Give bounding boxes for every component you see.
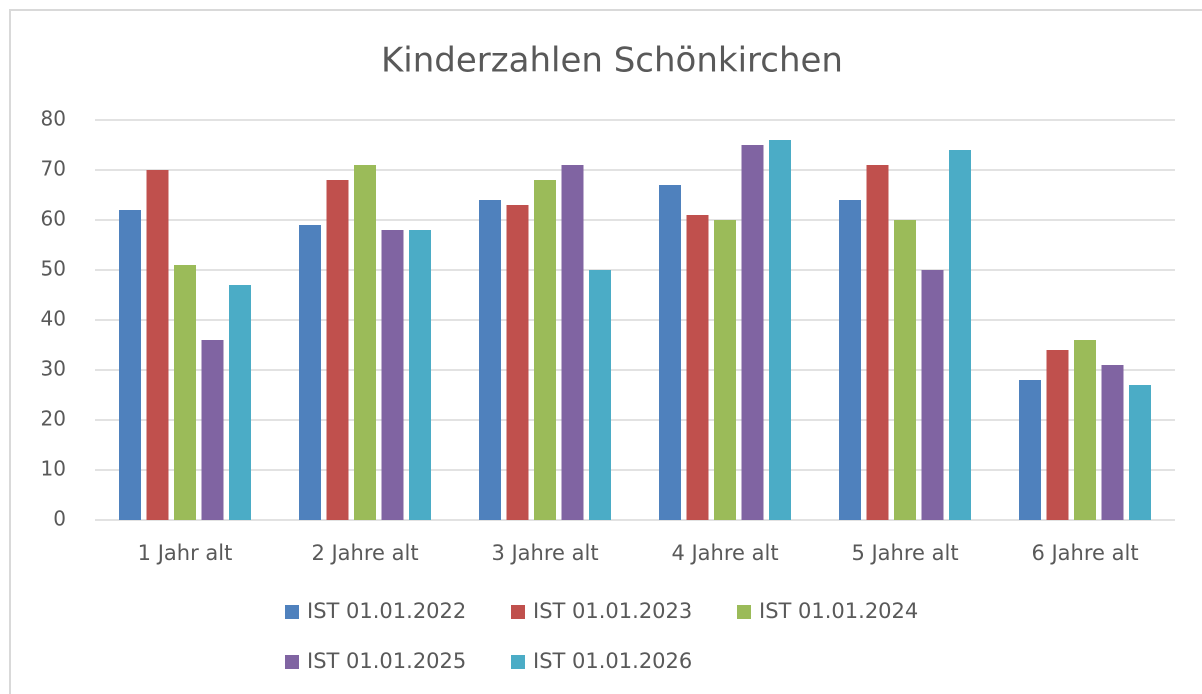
y-tick-label: 0 bbox=[53, 507, 66, 531]
legend-label: IST 01.01.2022 bbox=[307, 599, 466, 623]
bar bbox=[589, 270, 611, 520]
bar bbox=[921, 270, 944, 520]
legend-label: IST 01.01.2025 bbox=[307, 649, 466, 673]
bar bbox=[174, 265, 196, 520]
bar bbox=[1129, 385, 1151, 520]
bar bbox=[229, 285, 251, 520]
bar bbox=[1046, 350, 1069, 520]
y-tick-label: 40 bbox=[41, 307, 66, 331]
x-tick-label: 5 Jahre alt bbox=[851, 541, 958, 565]
y-tick-label: 20 bbox=[41, 407, 66, 431]
bar bbox=[769, 140, 791, 520]
bar bbox=[866, 165, 889, 520]
bar bbox=[1019, 380, 1041, 520]
x-tick-label: 3 Jahre alt bbox=[491, 541, 598, 565]
bar bbox=[201, 340, 224, 520]
bar bbox=[1074, 340, 1096, 520]
x-tick-label: 6 Jahre alt bbox=[1031, 541, 1138, 565]
x-tick-label: 2 Jahre alt bbox=[311, 541, 418, 565]
x-tick-label: 4 Jahre alt bbox=[671, 541, 778, 565]
legend-label: IST 01.01.2024 bbox=[759, 599, 918, 623]
bar bbox=[949, 150, 971, 520]
legend-label: IST 01.01.2023 bbox=[533, 599, 692, 623]
y-tick-label: 50 bbox=[41, 257, 66, 281]
legend-swatch bbox=[511, 655, 525, 669]
y-tick-label: 30 bbox=[41, 357, 66, 381]
bar bbox=[839, 200, 861, 520]
y-tick-label: 70 bbox=[41, 157, 66, 181]
legend-label: IST 01.01.2026 bbox=[533, 649, 692, 673]
bar bbox=[506, 205, 529, 520]
bar bbox=[479, 200, 501, 520]
bar bbox=[659, 185, 681, 520]
bar bbox=[381, 230, 404, 520]
bar bbox=[299, 225, 321, 520]
legend-swatch bbox=[285, 605, 299, 619]
bar bbox=[686, 215, 709, 520]
bar bbox=[146, 170, 169, 520]
bar bbox=[741, 145, 764, 520]
chart-title: Kinderzahlen Schönkirchen bbox=[381, 41, 843, 81]
bar bbox=[119, 210, 141, 520]
bar bbox=[326, 180, 349, 520]
bar bbox=[354, 165, 376, 520]
legend-swatch bbox=[285, 655, 299, 669]
bar bbox=[534, 180, 556, 520]
bar bbox=[894, 220, 916, 520]
y-tick-label: 60 bbox=[41, 207, 66, 231]
legend-swatch bbox=[511, 605, 525, 619]
y-tick-label: 80 bbox=[41, 107, 66, 131]
bar bbox=[1101, 365, 1124, 520]
legend-swatch bbox=[737, 605, 751, 619]
y-tick-label: 10 bbox=[41, 457, 66, 481]
bar bbox=[409, 230, 431, 520]
x-tick-label: 1 Jahr alt bbox=[138, 541, 233, 565]
bar bbox=[714, 220, 736, 520]
bar bbox=[561, 165, 584, 520]
